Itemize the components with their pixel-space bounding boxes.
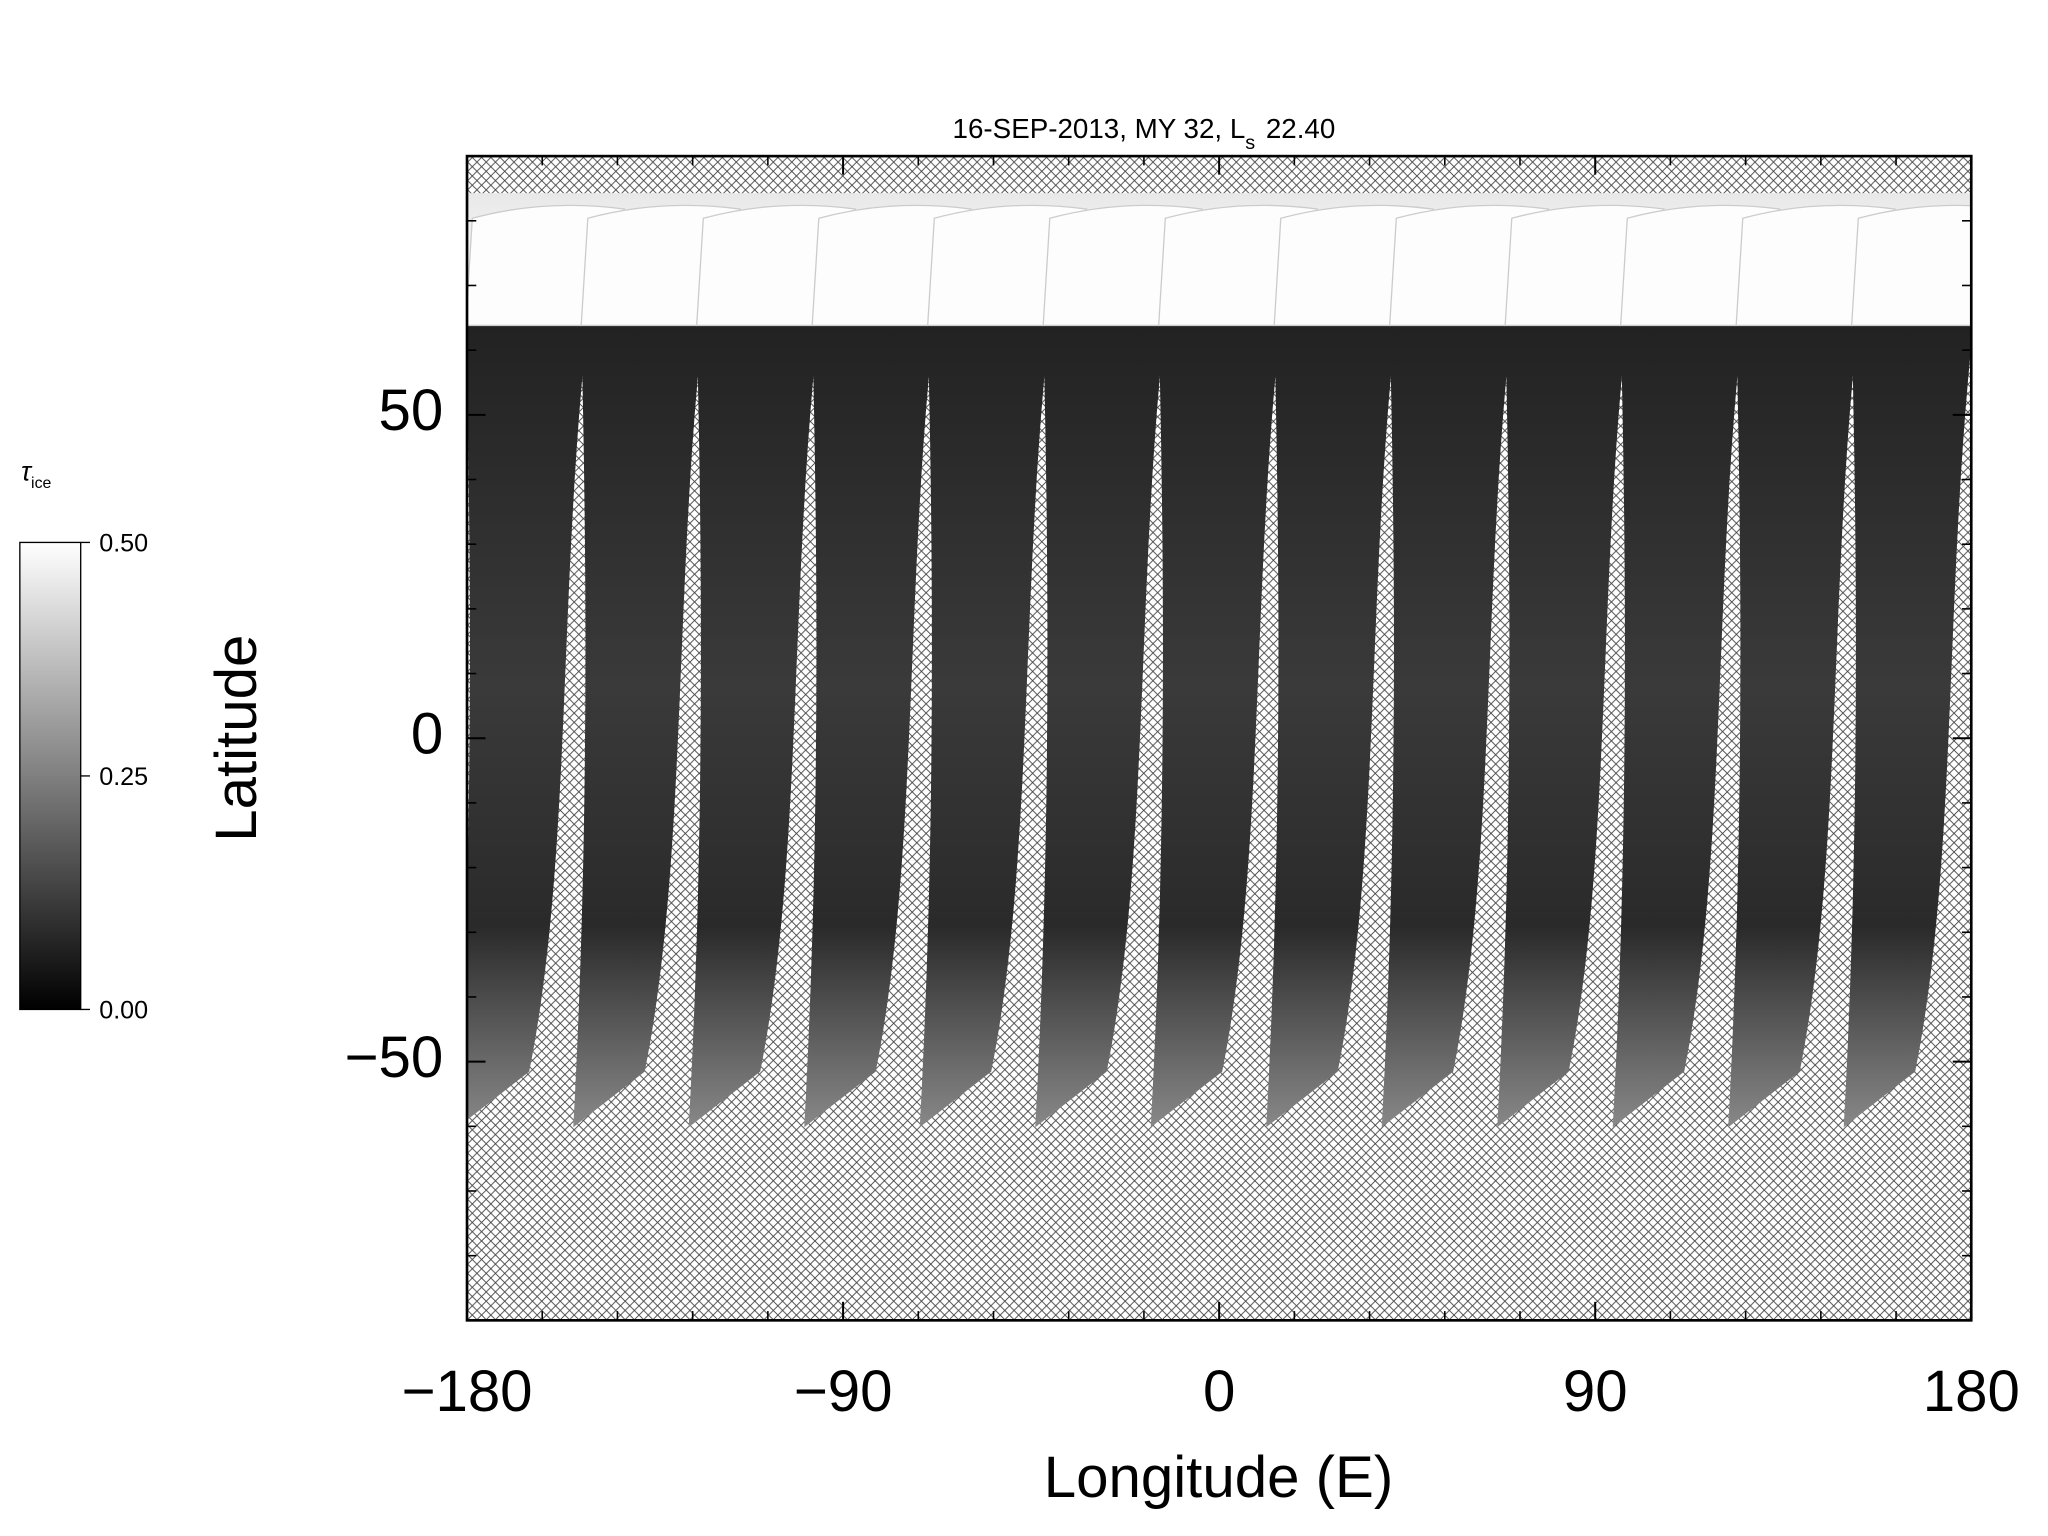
colorbar-tick-label: 0.25 — [99, 763, 148, 791]
map-area — [467, 156, 1972, 1321]
polar-swath — [1850, 204, 1972, 327]
swath — [1266, 325, 1396, 1128]
x-tick-label: −90 — [794, 1359, 893, 1424]
swath — [573, 325, 703, 1128]
title-subscript: s — [1245, 132, 1255, 154]
x-tick-label: 180 — [1923, 1359, 2020, 1424]
colorbar — [19, 541, 82, 1011]
x-tick-label: 0 — [1203, 1359, 1235, 1424]
swath — [1843, 325, 1972, 1128]
x-tick-label: 90 — [1563, 1359, 1628, 1424]
swath — [1150, 325, 1281, 1128]
swath — [919, 325, 1050, 1128]
swath — [1612, 325, 1743, 1128]
y-axis-label: Latitude — [204, 635, 269, 842]
swath — [804, 325, 934, 1128]
colorbar-tick-label: 0.50 — [99, 530, 148, 558]
swath — [1035, 325, 1165, 1128]
colorbar-tick-label: 0.00 — [99, 997, 148, 1025]
y-tick-label: −50 — [344, 1025, 443, 1090]
chart-title: 16-SEP-2013, MY 32, Ls 22.40 — [953, 113, 1336, 154]
colorbar-subscript: ice — [31, 475, 51, 492]
swath — [1381, 325, 1512, 1128]
x-axis-label: Longitude (E) — [1044, 1445, 1393, 1510]
y-tick-label: 0 — [411, 702, 443, 767]
swath — [1497, 325, 1627, 1128]
colorbar-label: τice — [21, 457, 51, 493]
colorbar-symbol: τ — [21, 457, 33, 487]
y-tick-label: 50 — [378, 378, 443, 443]
x-tick-label: −180 — [401, 1359, 532, 1424]
swath — [1728, 325, 1858, 1128]
title-value: 22.40 — [1266, 113, 1335, 144]
title-text: 16-SEP-2013, MY 32, L — [953, 113, 1246, 144]
swath — [688, 325, 819, 1128]
swath — [467, 325, 588, 1120]
